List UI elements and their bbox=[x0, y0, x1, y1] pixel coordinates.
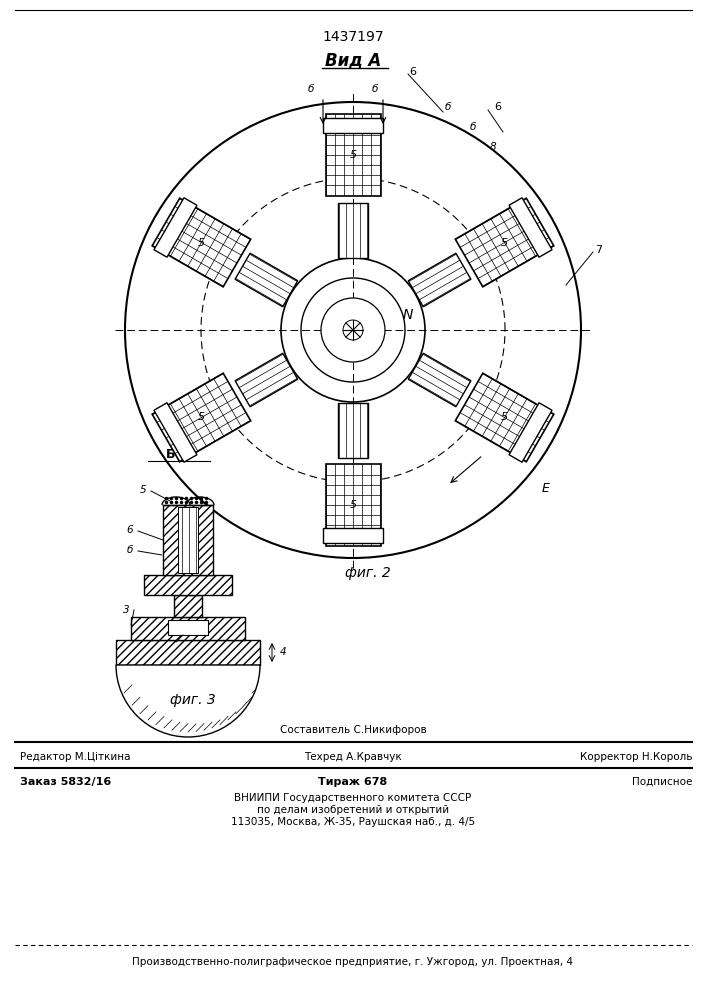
Text: Вид А: Вид А bbox=[325, 51, 381, 69]
Polygon shape bbox=[154, 198, 197, 257]
Text: 113035, Москва, Ж-35, Раушская наб., д. 4/5: 113035, Москва, Ж-35, Раушская наб., д. … bbox=[231, 817, 475, 827]
Text: Корректор Н.Король: Корректор Н.Король bbox=[580, 752, 692, 762]
Polygon shape bbox=[116, 640, 260, 665]
Text: 6: 6 bbox=[127, 525, 134, 535]
Circle shape bbox=[321, 298, 385, 362]
Polygon shape bbox=[408, 353, 471, 407]
Text: б: б bbox=[308, 84, 314, 94]
Text: 7: 7 bbox=[595, 245, 602, 255]
Text: 8: 8 bbox=[490, 142, 496, 152]
Text: 6: 6 bbox=[494, 102, 501, 112]
Text: Подписное: Подписное bbox=[631, 777, 692, 787]
Polygon shape bbox=[323, 528, 383, 542]
Polygon shape bbox=[154, 403, 197, 462]
Text: 5: 5 bbox=[198, 237, 205, 247]
Text: 5: 5 bbox=[198, 412, 205, 422]
Polygon shape bbox=[178, 507, 198, 573]
Polygon shape bbox=[323, 117, 383, 132]
Polygon shape bbox=[455, 373, 554, 462]
Polygon shape bbox=[163, 505, 213, 575]
Text: N: N bbox=[403, 308, 413, 322]
Text: Редактор М.Цiткина: Редактор М.Цiткина bbox=[20, 752, 131, 762]
Polygon shape bbox=[174, 595, 202, 617]
Text: Составитель С.Никифоров: Составитель С.Никифоров bbox=[280, 725, 426, 735]
Circle shape bbox=[125, 102, 581, 558]
Text: б: б bbox=[445, 102, 451, 112]
Text: б: б bbox=[127, 545, 133, 555]
Polygon shape bbox=[152, 373, 251, 462]
Text: Техред А.Кравчук: Техред А.Кравчук bbox=[304, 752, 402, 762]
Polygon shape bbox=[325, 114, 380, 196]
Circle shape bbox=[343, 320, 363, 340]
Polygon shape bbox=[338, 402, 368, 458]
Text: Производственно-полиграфическое предприятие, г. Ужгород, ул. Проектная, 4: Производственно-полиграфическое предприя… bbox=[132, 957, 573, 967]
Polygon shape bbox=[235, 353, 298, 407]
Polygon shape bbox=[235, 253, 298, 307]
Text: Е: Е bbox=[542, 482, 550, 494]
Polygon shape bbox=[144, 575, 232, 595]
Text: 3: 3 bbox=[123, 605, 129, 615]
Text: Заказ 5832/16: Заказ 5832/16 bbox=[20, 777, 111, 787]
Text: 5: 5 bbox=[349, 150, 356, 160]
Text: Б-Б: Б-Б bbox=[166, 448, 190, 462]
Text: 5: 5 bbox=[501, 237, 508, 247]
Polygon shape bbox=[338, 202, 368, 257]
Text: 4: 4 bbox=[280, 647, 286, 657]
Polygon shape bbox=[455, 198, 554, 287]
Text: 5: 5 bbox=[140, 485, 146, 495]
Text: фиг. 2: фиг. 2 bbox=[345, 566, 391, 580]
Text: 5: 5 bbox=[349, 500, 356, 510]
Polygon shape bbox=[325, 464, 380, 546]
Text: 6: 6 bbox=[409, 67, 416, 77]
Polygon shape bbox=[408, 253, 471, 307]
Text: по делам изобретений и открытий: по делам изобретений и открытий bbox=[257, 805, 449, 815]
Polygon shape bbox=[168, 620, 208, 635]
Polygon shape bbox=[152, 198, 251, 287]
Text: 1437197: 1437197 bbox=[322, 30, 384, 44]
Text: фиг. 3: фиг. 3 bbox=[170, 693, 216, 707]
Text: б: б bbox=[372, 84, 378, 94]
Polygon shape bbox=[131, 617, 245, 640]
Text: Тираж 678: Тираж 678 bbox=[318, 777, 387, 787]
Text: б: б bbox=[470, 122, 477, 132]
Text: 5: 5 bbox=[501, 412, 508, 422]
Circle shape bbox=[281, 258, 425, 402]
Text: ВНИИПИ Государственного комитета СССР: ВНИИПИ Государственного комитета СССР bbox=[235, 793, 472, 803]
Circle shape bbox=[301, 278, 405, 382]
Text: 7: 7 bbox=[165, 638, 171, 648]
Polygon shape bbox=[509, 198, 552, 257]
Polygon shape bbox=[509, 403, 552, 462]
Wedge shape bbox=[116, 665, 260, 737]
